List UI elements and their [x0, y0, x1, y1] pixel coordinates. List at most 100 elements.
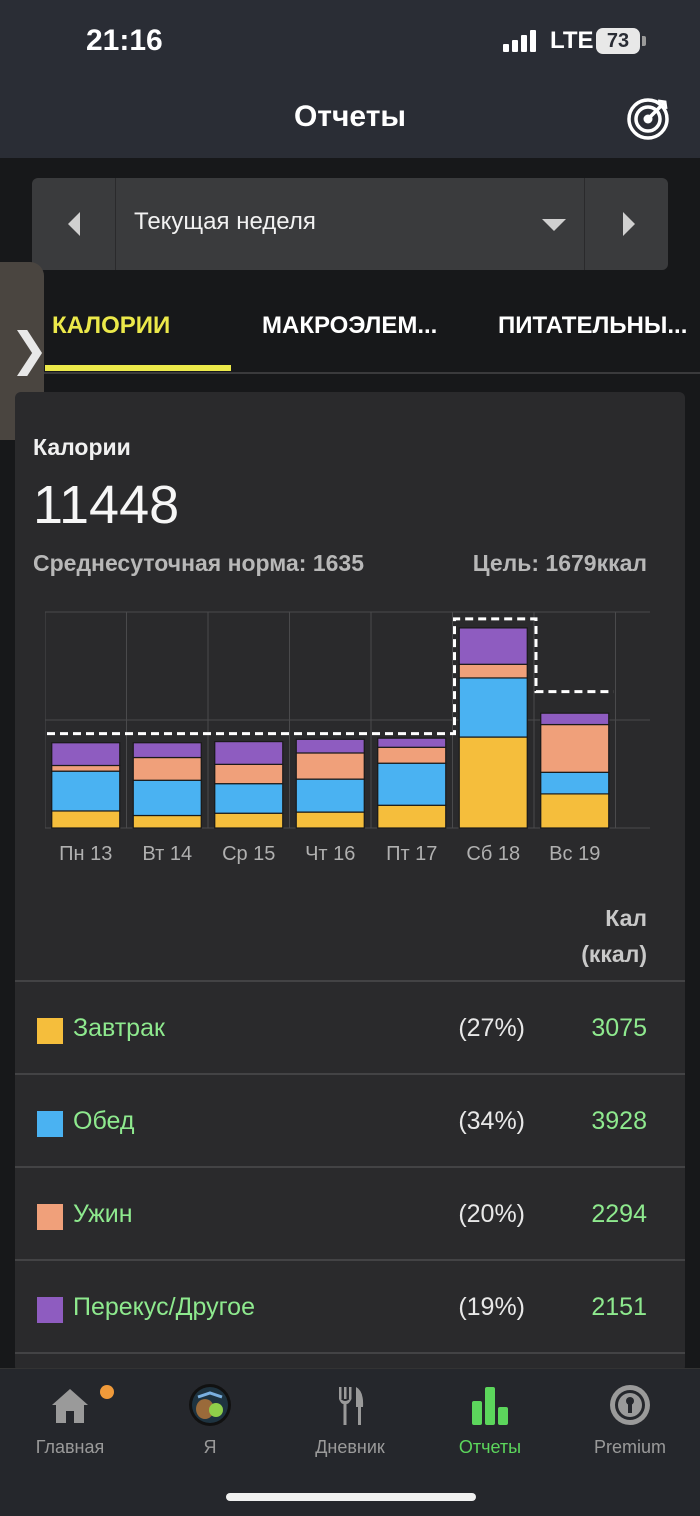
dinner-color-swatch	[37, 1204, 63, 1230]
top-bar: 21:16 LTE 73 Отчеты	[0, 0, 700, 158]
week-dropdown-label[interactable]: Текущая неделя	[134, 208, 316, 235]
week-selector: Текущая неделя	[32, 178, 668, 270]
bar-segment	[214, 783, 284, 814]
x-tick-label: Вт 14	[142, 843, 192, 865]
meal-calories: 3928	[591, 1107, 647, 1135]
meal-name: Ужин	[73, 1200, 133, 1228]
meal-calories: 2151	[591, 1293, 647, 1321]
premium-badge-icon	[610, 1385, 650, 1425]
nav-diary[interactable]: Дневник	[280, 1369, 420, 1469]
meal-percent: (34%)	[458, 1107, 525, 1135]
report-tabs: КАЛОРИИ МАКРОЭЛЕМ... ПИТАТЕЛЬНЫ...	[0, 290, 700, 374]
bar-segment	[377, 762, 447, 806]
bar-segment	[377, 746, 447, 764]
home-icon	[52, 1389, 88, 1423]
bar-segment	[540, 712, 610, 726]
nav-premium[interactable]: Premium	[560, 1369, 700, 1469]
meal-name: Обед	[73, 1107, 135, 1135]
home-indicator	[226, 1493, 476, 1501]
meal-row-lunch[interactable]: Обед (34%) 3928	[15, 1073, 685, 1166]
bar-segment	[377, 804, 447, 829]
bar-segment	[132, 779, 202, 817]
bottom-navigation: Главная Я Дневник Отчеты	[0, 1368, 700, 1516]
breakfast-color-swatch	[37, 1018, 63, 1044]
tab-nutrients[interactable]: ПИТАТЕЛЬНЫ...	[498, 312, 688, 339]
bar-segment	[51, 742, 121, 767]
meal-percent: (27%)	[458, 1014, 525, 1042]
dropdown-arrow-icon[interactable]	[542, 219, 566, 231]
x-tick-label: Пн 13	[59, 843, 112, 865]
bar-segment	[51, 810, 121, 829]
bar-segment	[540, 723, 610, 773]
calories-report-card: Калории 11448 Среднесуточная норма: 1635…	[15, 392, 685, 1372]
fork-knife-icon	[339, 1387, 364, 1425]
calories-bar-chart: Пн 13 Вт 14 Ср 15 Чт 16 Пт 17 Сб 18 Вс 19	[45, 611, 650, 865]
meal-row-breakfast[interactable]: Завтрак (27%) 3075	[15, 980, 685, 1073]
bar-segment	[132, 742, 202, 759]
status-time: 21:16	[86, 24, 163, 57]
nav-label: Главная	[35, 1437, 105, 1457]
meal-name: Завтрак	[73, 1014, 165, 1042]
battery-icon: 73	[596, 28, 640, 54]
nav-label: Дневник	[315, 1437, 385, 1457]
bar-segment	[51, 764, 121, 772]
column-header-unit: (ккал)	[581, 941, 647, 967]
bar-segment	[51, 770, 121, 812]
x-tick-label: Пт 17	[386, 843, 437, 865]
notification-badge	[100, 1385, 114, 1399]
network-type: LTE	[550, 27, 594, 54]
tab-macronutrients[interactable]: МАКРОЭЛЕМ...	[262, 312, 438, 339]
bar-segment	[295, 752, 365, 780]
column-header: Кал (ккал)	[581, 900, 647, 972]
avatar-icon	[189, 1384, 231, 1426]
meal-calories: 3075	[591, 1014, 647, 1042]
tab-calories[interactable]: КАЛОРИИ	[52, 312, 171, 339]
card-title: Калории	[33, 434, 131, 460]
bar-segment	[458, 677, 528, 738]
bar-segment	[132, 756, 202, 781]
x-tick-label: Сб 18	[466, 843, 520, 865]
target-icon[interactable]	[626, 97, 670, 141]
bar-segment	[214, 812, 284, 829]
chevron-right-icon: ❯	[10, 322, 49, 376]
chevron-left-icon	[68, 212, 80, 236]
meal-name: Перекус/Другое	[73, 1293, 255, 1321]
bar-segment	[295, 778, 365, 813]
signal-icon	[503, 30, 541, 52]
next-week-button[interactable]	[584, 178, 668, 270]
meal-calories: 2294	[591, 1200, 647, 1228]
bar-segment	[295, 738, 365, 754]
x-tick-label: Вс 19	[549, 843, 600, 865]
nav-label: Premium	[593, 1437, 666, 1457]
goal-line	[47, 617, 614, 736]
bar-segment	[132, 814, 202, 829]
column-header-title: Кал	[605, 905, 647, 931]
previous-week-button[interactable]	[32, 178, 116, 270]
meal-percent: (20%)	[458, 1200, 525, 1228]
x-tick-label: Ср 15	[222, 843, 275, 865]
x-tick-label: Чт 16	[305, 843, 355, 865]
bar-segment	[377, 737, 447, 748]
nav-reports[interactable]: Отчеты	[420, 1369, 560, 1469]
active-tab-indicator	[45, 365, 231, 371]
total-calories: 11448	[33, 475, 180, 535]
bar-segment	[540, 793, 610, 829]
bar-segment	[458, 736, 528, 829]
nav-home[interactable]: Главная	[0, 1369, 140, 1469]
daily-average: Среднесуточная норма: 1635	[33, 550, 364, 576]
snack-color-swatch	[37, 1297, 63, 1323]
chevron-right-icon	[623, 212, 635, 236]
lunch-color-swatch	[37, 1111, 63, 1137]
nav-label: Я	[203, 1437, 217, 1457]
nav-label: Отчеты	[458, 1437, 522, 1457]
calorie-goal: Цель: 1679ккал	[472, 550, 647, 576]
meal-row-dinner[interactable]: Ужин (20%) 2294	[15, 1166, 685, 1259]
page-title: Отчеты	[293, 100, 407, 133]
battery-tip	[642, 36, 646, 46]
meal-percent: (19%)	[458, 1293, 525, 1321]
bar-segment	[295, 811, 365, 829]
bar-segment	[458, 663, 528, 679]
nav-me[interactable]: Я	[140, 1369, 280, 1469]
bar-chart-icon	[472, 1387, 508, 1425]
meal-row-snack[interactable]: Перекус/Другое (19%) 2151	[15, 1259, 685, 1352]
